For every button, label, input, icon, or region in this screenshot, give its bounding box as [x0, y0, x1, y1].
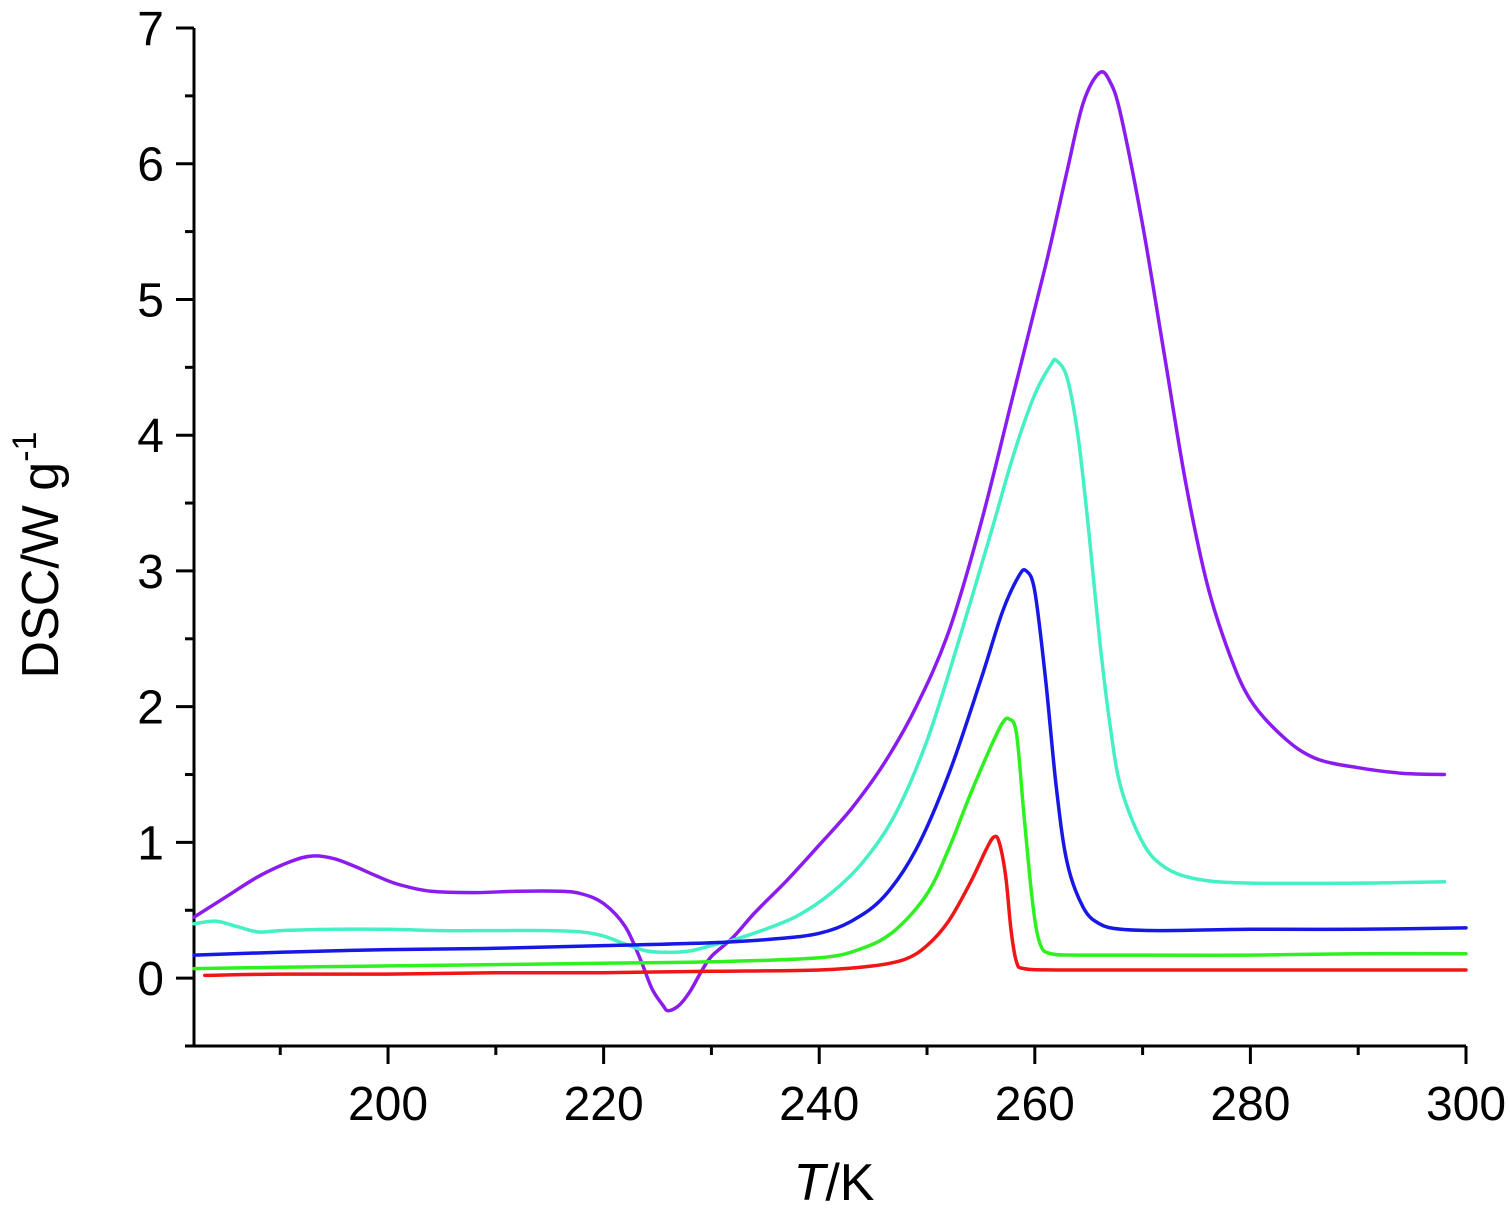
y-tick-label: 4 [137, 410, 164, 463]
x-tick-label: 260 [995, 1078, 1075, 1131]
y-tick-label: 0 [137, 953, 164, 1006]
series-line-4 [192, 716, 1468, 971]
x-axis-title: T/K [794, 1154, 875, 1210]
y-tick-label: 6 [137, 139, 164, 192]
series-group [192, 70, 1468, 1013]
y-axis-title: DSC/W g-1 [6, 432, 70, 679]
y-tick-label: 1 [137, 817, 164, 870]
x-tick-label: 300 [1426, 1078, 1506, 1131]
series-line-2 [192, 357, 1447, 955]
series-line-3 [192, 567, 1468, 957]
x-tick-label: 280 [1210, 1078, 1290, 1131]
ticks: 200 220 240 260 280 300 0 1 2 3 4 5 6 7 [137, 3, 1506, 1131]
series-line-1 [192, 70, 1447, 1013]
x-tick-label: 200 [348, 1078, 428, 1131]
y-tick-label: 5 [137, 274, 164, 327]
y-tick-label: 2 [137, 682, 164, 735]
x-tick-label: 220 [564, 1078, 644, 1131]
y-tick-label: 7 [137, 3, 164, 56]
series-line-5 [203, 834, 1468, 978]
axes [192, 28, 1466, 1048]
x-tick-label: 240 [779, 1078, 859, 1131]
y-tick-label: 3 [137, 546, 164, 599]
